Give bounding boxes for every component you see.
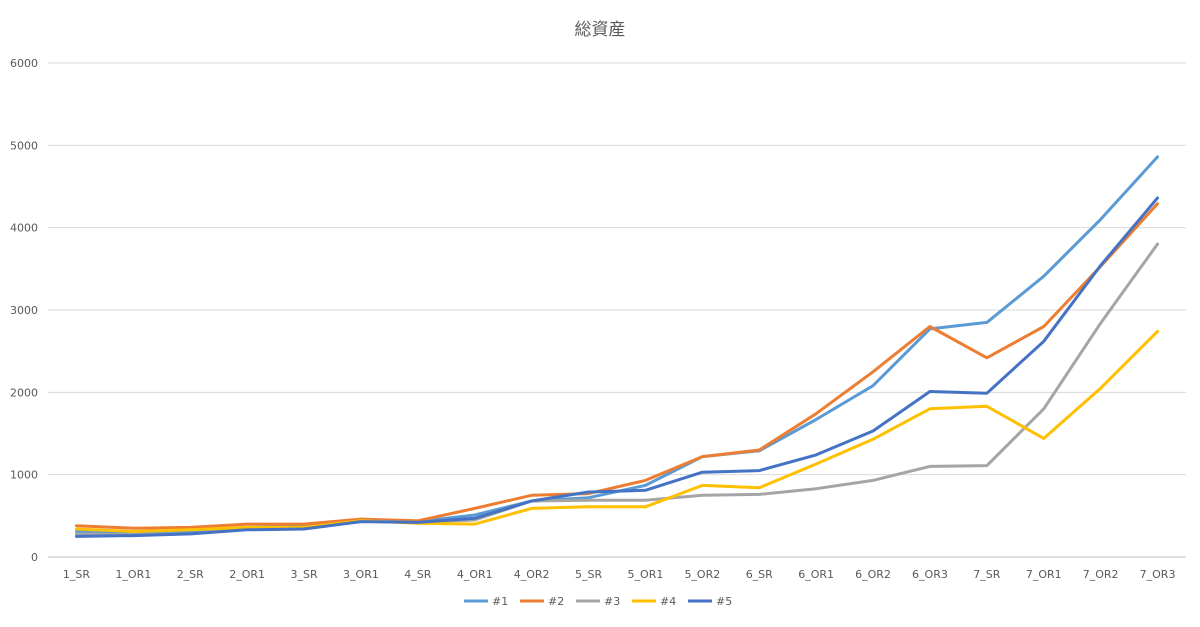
x-tick-label: 4_OR2 [514, 568, 550, 581]
y-tick-label: 3000 [10, 304, 38, 317]
legend-item: #2 [520, 595, 564, 608]
legend: #1 #2 #3 #4 #5 [464, 595, 732, 608]
x-tick-label: 5_OR1 [628, 568, 664, 581]
x-tick-label: 6_OR1 [798, 568, 834, 581]
x-tick-label: 3_OR1 [343, 568, 379, 581]
x-tick-label: 4_OR1 [457, 568, 493, 581]
x-tick-label: 4_SR [404, 568, 431, 581]
series-lines [75, 155, 1159, 538]
y-tick-label: 6000 [10, 57, 38, 70]
x-tick-label: 5_OR2 [684, 568, 720, 581]
x-tick-label: 2_OR1 [229, 568, 265, 581]
legend-item: #1 [464, 595, 508, 608]
x-tick-label: 6_OR3 [912, 568, 948, 581]
x-tick-label: 1_SR [63, 568, 90, 581]
x-tick-label: 6_OR2 [855, 568, 891, 581]
legend-label: #1 [492, 595, 508, 608]
y-axis-ticks: 0 1000 2000 3000 4000 5000 6000 [10, 57, 38, 564]
y-tick-label: 0 [31, 551, 38, 564]
series-line-4 [75, 329, 1159, 533]
legend-label: #5 [716, 595, 732, 608]
chart-title: 総資産 [575, 20, 626, 40]
legend-label: #4 [660, 595, 676, 608]
y-tick-label: 2000 [10, 386, 38, 399]
x-axis-ticks: 1_SR 1_OR1 2_SR 2_OR1 3_SR 3_OR1 4_SR 4_OR1 4_OR… [63, 568, 1176, 581]
y-tick-label: 4000 [10, 222, 38, 235]
x-tick-label: 7_SR [973, 568, 1000, 581]
x-tick-label: 7_OR2 [1083, 568, 1119, 581]
x-tick-label: 3_SR [290, 568, 317, 581]
legend-label: #2 [548, 595, 564, 608]
legend-item: #3 [576, 595, 620, 608]
y-tick-label: 1000 [10, 469, 38, 482]
x-tick-label: 2_SR [177, 568, 204, 581]
legend-item: #5 [688, 595, 732, 608]
legend-label: #3 [604, 595, 620, 608]
x-tick-label: 6_SR [746, 568, 773, 581]
legend-item: #4 [632, 595, 676, 608]
x-tick-label: 7_OR1 [1026, 568, 1062, 581]
series-line-2 [75, 202, 1159, 530]
series-line-1 [75, 155, 1159, 535]
x-tick-label: 5_SR [575, 568, 602, 581]
series-line-5 [75, 196, 1159, 538]
gridlines [48, 62, 1186, 558]
x-tick-label: 1_OR1 [115, 568, 151, 581]
x-tick-label: 7_OR3 [1140, 568, 1176, 581]
y-tick-label: 5000 [10, 139, 38, 152]
